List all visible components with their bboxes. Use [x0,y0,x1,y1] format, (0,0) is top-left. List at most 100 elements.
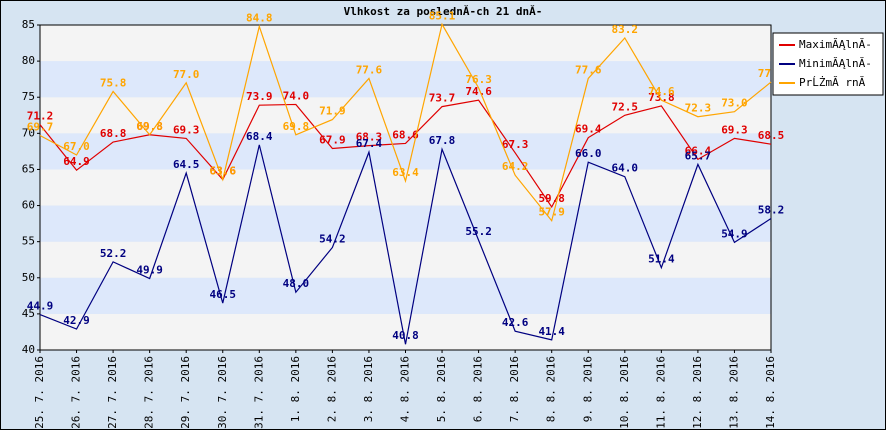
data-label: 69.8 [283,120,310,133]
data-label: 63.4 [392,166,419,179]
data-label: 74.6 [648,85,675,98]
data-label: 74.6 [465,85,492,98]
data-label: 73.7 [429,92,456,105]
data-label: 64.9 [63,155,90,168]
x-tick-label: 11. 8. 2016 [654,356,667,429]
grid-band [40,241,771,278]
x-tick-label: 1. 8. 2016 [289,356,302,422]
data-label: 67.9 [319,134,346,147]
data-label: 68.6 [392,128,419,141]
y-tick-label: 50 [22,271,35,284]
data-label: 73.0 [721,97,748,110]
y-tick-label: 45 [22,307,35,320]
grid-band [40,25,771,62]
data-label: 72.5 [612,100,639,113]
data-label: 52.2 [100,247,127,260]
data-label: 55.2 [465,225,492,238]
data-label: 54.2 [319,232,346,245]
x-tick-label: 6. 8. 2016 [472,356,485,422]
x-tick-label: 31. 7. 2016 [252,356,265,429]
data-label: 54.9 [721,227,748,240]
x-tick-label: 4. 8. 2016 [399,356,412,422]
x-tick-label: 9. 8. 2016 [581,356,594,422]
data-label: 68.3 [356,131,383,144]
x-tick-label: 12. 8. 2016 [691,356,704,429]
data-label: 58.2 [758,204,785,217]
data-label: 77.6 [356,63,383,76]
x-tick-label: 30. 7. 2016 [216,356,229,429]
data-label: 75.8 [100,76,127,89]
data-label: 71.9 [319,105,346,118]
grid-band [40,133,771,170]
data-label: 76.3 [465,73,492,86]
data-label: 66.0 [575,147,602,160]
x-tick-label: 13. 8. 2016 [727,356,740,429]
data-label: 85.1 [429,9,456,22]
data-label: 69.8 [136,120,163,133]
legend: MaximĂĄlnĂ- MinimĂĄlnĂ- PrĹŻmĂ rnĂ [772,32,884,96]
data-label: 49.9 [136,264,163,277]
y-tick-label: 75 [22,90,35,103]
data-label: 41.4 [538,325,565,338]
x-tick-label: 14. 8. 2016 [764,356,777,429]
data-label: 67.0 [63,140,90,153]
data-label: 69.8 [136,120,163,133]
x-tick-label: 10. 8. 2016 [618,356,631,429]
grid-band [40,205,771,242]
data-label: 63.6 [210,165,237,178]
legend-label: MinimĂĄlnĂ- [799,57,872,70]
y-tick-label: 70 [22,126,35,139]
data-label: 64.5 [173,158,200,171]
x-tick-label: 25. 7. 2016 [33,356,46,429]
data-label: 66.4 [685,144,712,157]
data-label: 68.4 [246,130,273,143]
data-label: 44.9 [27,300,54,313]
legend-label: MaximĂĄlnĂ- [799,38,872,51]
data-label: 40.8 [392,329,419,342]
legend-label: PrĹŻmĂ rnĂ [799,76,866,89]
x-tick-label: 8. 8. 2016 [545,356,558,422]
data-label: 42.6 [502,316,529,329]
line-series [39,144,772,345]
grid-band [40,97,771,134]
data-label: 51.4 [648,253,675,266]
x-tick-label: 26. 7. 2016 [70,356,83,429]
data-label: 74.0 [283,89,310,102]
x-tick-label: 7. 8. 2016 [508,356,521,422]
x-tick-label: 3. 8. 2016 [362,356,375,422]
line-series [39,22,772,223]
data-label: 69.4 [575,123,602,136]
data-label: 64.0 [612,162,639,175]
data-label: 67.4 [356,137,383,150]
data-label: 84.8 [246,11,273,24]
data-label: 73.9 [246,90,273,103]
y-tick-label: 80 [22,54,35,67]
data-label: 64.2 [502,160,529,173]
y-tick-label: 55 [22,235,35,248]
data-label: 69.3 [721,123,748,136]
data-label: 68.5 [758,129,785,142]
x-tick-label: 28. 7. 2016 [143,356,156,429]
y-tick-label: 85 [22,18,35,31]
data-label: 46.5 [210,288,237,301]
data-label: 67.8 [429,134,456,147]
data-label: 77.0 [173,68,200,81]
y-tick-label: 60 [22,199,35,212]
line-series [39,99,772,209]
data-label: 73.8 [648,91,675,104]
data-label: 69.7 [27,121,54,134]
x-tick-label: 2. 8. 2016 [325,356,338,422]
grid-band [40,169,771,206]
data-label: 72.3 [685,102,712,115]
x-tick-label: 29. 7. 2016 [179,356,192,429]
data-label: 67.3 [502,138,529,151]
data-label: 65.7 [685,149,712,162]
data-label: 69.3 [173,123,200,136]
data-label: 77.6 [575,63,602,76]
y-tick-label: 40 [22,343,35,356]
data-label: 57.9 [538,206,565,219]
data-label: 63.6 [210,165,237,178]
data-label: 83.2 [612,23,639,36]
data-label: 48.0 [283,277,310,290]
